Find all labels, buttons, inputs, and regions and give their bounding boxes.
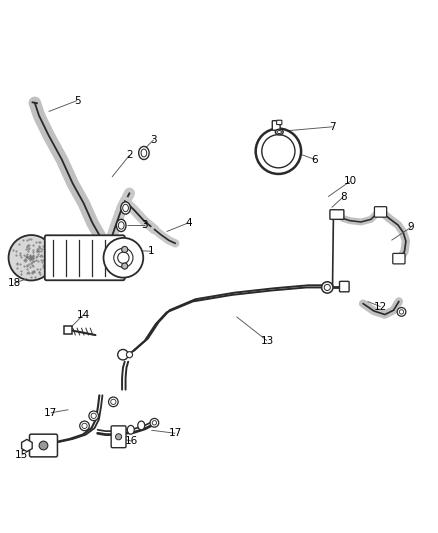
Text: 16: 16 [125,436,138,446]
Ellipse shape [139,147,149,159]
Circle shape [321,282,333,293]
FancyBboxPatch shape [45,235,125,280]
Circle shape [91,413,96,418]
Ellipse shape [141,149,147,157]
Circle shape [150,418,159,427]
Text: 17: 17 [169,429,182,438]
Circle shape [118,252,129,263]
Circle shape [127,352,133,358]
Circle shape [111,399,116,405]
FancyBboxPatch shape [330,210,344,220]
FancyBboxPatch shape [277,120,282,125]
Circle shape [256,128,301,174]
Ellipse shape [123,204,128,212]
Circle shape [39,441,48,450]
Ellipse shape [117,220,126,231]
FancyBboxPatch shape [374,207,387,217]
FancyBboxPatch shape [111,426,126,448]
Text: 18: 18 [8,278,21,288]
FancyBboxPatch shape [339,281,349,292]
Circle shape [80,421,89,431]
Text: 8: 8 [340,192,347,201]
Text: 4: 4 [185,218,192,228]
Circle shape [9,235,54,280]
Ellipse shape [127,425,134,434]
Text: 3: 3 [141,220,148,230]
Ellipse shape [138,421,145,430]
FancyBboxPatch shape [393,253,405,264]
Circle shape [114,248,133,268]
Text: 15: 15 [15,450,28,460]
FancyBboxPatch shape [29,434,57,457]
Ellipse shape [121,202,131,214]
Text: 14: 14 [77,310,90,319]
Circle shape [399,310,404,314]
Ellipse shape [277,131,282,134]
FancyBboxPatch shape [272,120,280,130]
Circle shape [109,397,118,407]
Circle shape [397,308,406,316]
Text: 1: 1 [148,246,155,256]
Text: 17: 17 [44,408,57,418]
Text: 12: 12 [374,302,387,312]
Circle shape [118,350,128,360]
Text: 10: 10 [343,176,357,187]
Text: 9: 9 [408,222,414,232]
Text: 5: 5 [74,95,81,106]
Ellipse shape [118,222,124,229]
Text: 6: 6 [312,155,318,165]
Circle shape [122,263,128,269]
Circle shape [103,238,143,278]
Circle shape [89,411,99,421]
Circle shape [116,434,122,440]
Text: 7: 7 [329,122,336,132]
Ellipse shape [276,129,283,135]
Circle shape [122,246,128,253]
Text: 3: 3 [150,135,157,145]
Text: 13: 13 [261,336,274,346]
Circle shape [324,285,330,290]
Circle shape [262,135,295,168]
Circle shape [152,421,156,425]
Text: 2: 2 [126,150,133,160]
Circle shape [82,423,87,429]
